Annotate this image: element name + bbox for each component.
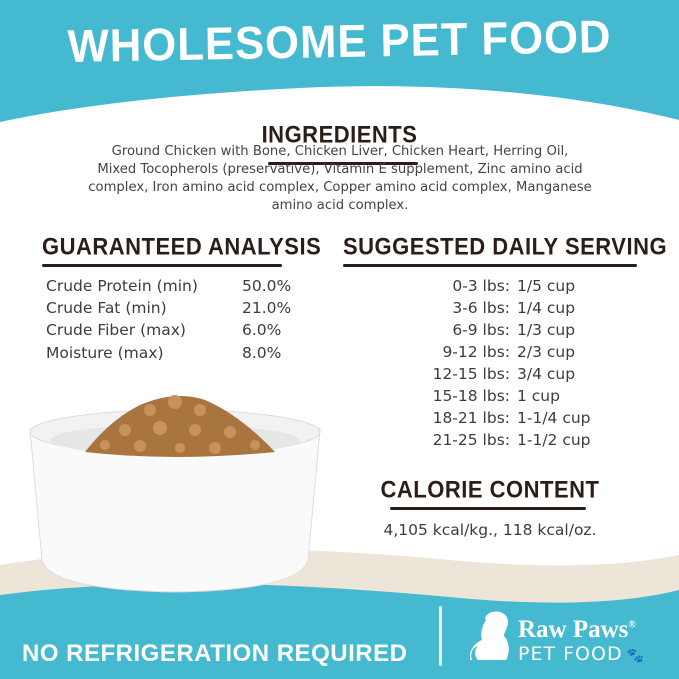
serving-weight: 6-9 lbs: [452, 321, 510, 339]
footer-tagline: NO REFRIGERATION REQUIRED [22, 640, 408, 667]
serving-weight: 9-12 lbs: [442, 343, 510, 361]
brand-sub-text: PET FOOD [518, 643, 623, 665]
analysis-row: Crude Protein (min) 50.0% [46, 277, 316, 299]
brand-sub: PET FOOD 🐾 [518, 643, 645, 665]
serving-row: 9-12 lbs: 2/3 cup [340, 343, 600, 365]
ingredients-line: Ground Chicken with Bone, Chicken Liver,… [111, 144, 569, 159]
ingredients-underline [268, 162, 418, 165]
serving-weight: 18-21 lbs: [432, 409, 510, 427]
serving-weight: 0-3 lbs: [452, 277, 510, 295]
footer-divider [439, 606, 442, 666]
ingredients-line: amino acid complex. [271, 198, 409, 213]
ingredients-heading: INGREDIENTS [261, 120, 418, 149]
analysis-label: Crude Protein (min) [46, 277, 198, 295]
serving-row: 0-3 lbs: 1/5 cup [340, 277, 600, 299]
serving-row: 12-15 lbs: 3/4 cup [340, 365, 600, 387]
brand-name-text: Raw Paws [518, 616, 629, 643]
calorie-underline [390, 507, 586, 510]
ingredients-line: Mixed Tocopherols (preservative), Vitami… [97, 162, 583, 177]
analysis-heading: GUARANTEED ANALYSIS [42, 232, 322, 261]
ingredients-text: Ground Chicken with Bone, Chicken Liver,… [60, 143, 620, 215]
analysis-underline [42, 264, 282, 267]
ingredients-line: complex, Iron amino acid complex, Copper… [88, 180, 592, 195]
serving-amount: 1/5 cup [517, 277, 576, 295]
analysis-label: Crude Fat (min) [46, 299, 167, 317]
brand-name: Raw Paws® [518, 616, 636, 644]
serving-weight: 15-18 lbs: [432, 387, 510, 405]
analysis-label: Moisture (max) [46, 344, 164, 362]
analysis-value: 21.0% [242, 299, 292, 317]
dog-cat-logo-icon [470, 611, 509, 660]
serving-row: 18-21 lbs: 1-1/4 cup [340, 409, 600, 431]
food-bowl-image [29, 395, 321, 593]
serving-amount: 2/3 cup [517, 343, 576, 361]
serving-amount: 1/4 cup [517, 299, 576, 317]
serving-weight: 12-15 lbs: [432, 365, 510, 383]
calorie-heading: CALORIE CONTENT [380, 475, 600, 504]
serving-amount: 1-1/4 cup [517, 409, 591, 427]
bottom-banner [0, 583, 679, 679]
serving-weight: 21-25 lbs: [432, 431, 510, 449]
serving-amount: 1 cup [517, 387, 560, 405]
analysis-value: 50.0% [242, 277, 292, 295]
serving-underline [343, 264, 637, 267]
analysis-row: Crude Fat (min) 21.0% [46, 299, 316, 321]
serving-amount: 1/3 cup [517, 321, 576, 339]
serving-row: 15-18 lbs: 1 cup [340, 387, 600, 409]
serving-row: 6-9 lbs: 1/3 cup [340, 321, 600, 343]
serving-amount: 3/4 cup [517, 365, 576, 383]
analysis-row: Crude Fiber (max) 6.0% [46, 321, 316, 343]
serving-weight: 3-6 lbs: [452, 299, 510, 317]
calorie-text: 4,105 kcal/kg., 118 kcal/oz. [383, 521, 597, 539]
registered-mark: ® [628, 619, 636, 631]
analysis-value: 8.0% [242, 344, 282, 362]
serving-row: 21-25 lbs: 1-1/2 cup [340, 431, 600, 453]
serving-amount: 1-1/2 cup [517, 431, 591, 449]
analysis-label: Crude Fiber (max) [46, 321, 186, 339]
analysis-row: Moisture (max) 8.0% [46, 344, 316, 366]
top-banner [0, 0, 679, 122]
serving-heading: SUGGESTED DAILY SERVING [343, 232, 668, 261]
serving-row: 3-6 lbs: 1/4 cup [340, 299, 600, 321]
analysis-value: 6.0% [242, 321, 282, 339]
paw-icon: 🐾 [626, 648, 646, 664]
